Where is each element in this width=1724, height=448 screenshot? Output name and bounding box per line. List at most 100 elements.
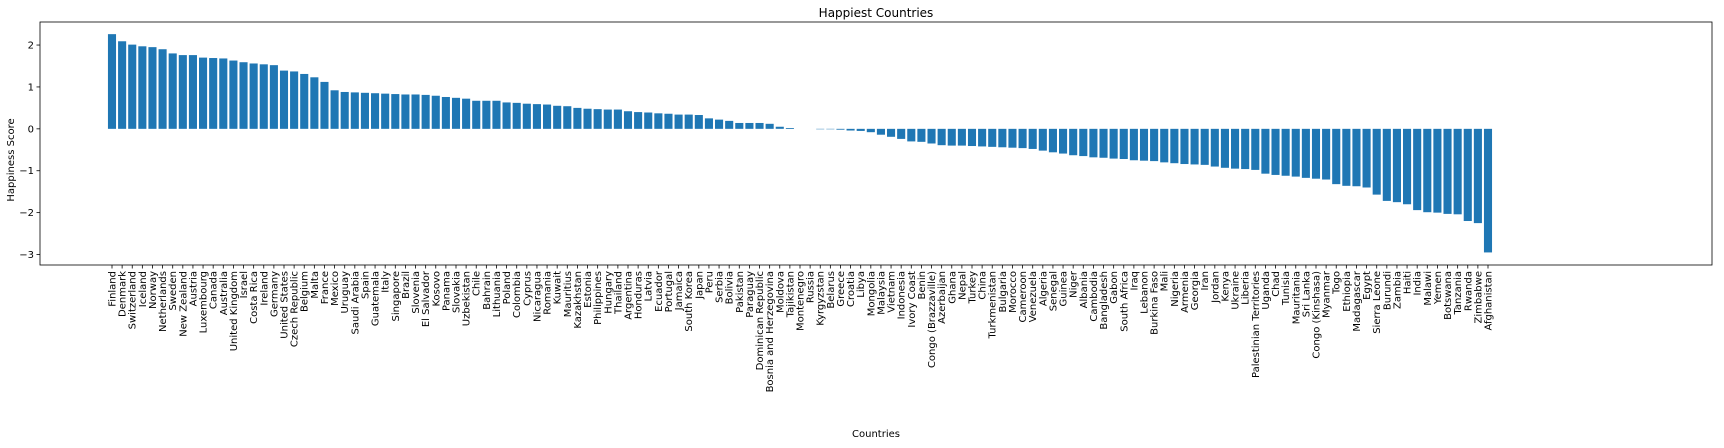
bar xyxy=(867,129,875,132)
bar xyxy=(148,47,156,129)
bar xyxy=(1413,129,1421,210)
bar xyxy=(533,104,541,129)
bar xyxy=(1150,129,1158,161)
bar xyxy=(978,129,986,147)
bar xyxy=(877,129,885,135)
bar xyxy=(1423,129,1431,212)
bar xyxy=(1292,129,1300,177)
bar xyxy=(1140,129,1148,161)
bar xyxy=(644,113,652,129)
bar xyxy=(179,55,187,129)
bar xyxy=(1261,129,1269,174)
bar xyxy=(776,127,784,129)
bar xyxy=(735,123,743,129)
bar xyxy=(1029,129,1037,149)
bar xyxy=(1120,129,1128,159)
bar xyxy=(1251,129,1259,170)
bar xyxy=(219,58,227,128)
bar xyxy=(938,129,946,145)
bar xyxy=(1099,129,1107,158)
bar xyxy=(725,121,733,129)
chart-title: Happiest Countries xyxy=(819,6,934,20)
bar xyxy=(1059,129,1067,154)
bar xyxy=(745,123,753,129)
bar xyxy=(1282,129,1290,176)
bar xyxy=(614,110,622,129)
bar xyxy=(624,111,632,129)
y-tick-label: −1 xyxy=(19,166,34,177)
bar xyxy=(1069,129,1077,155)
y-tick-label: 0 xyxy=(28,124,34,135)
bar xyxy=(604,110,612,129)
bar xyxy=(948,129,956,146)
bar xyxy=(1373,129,1381,195)
bar xyxy=(452,98,460,129)
bar xyxy=(422,95,430,129)
y-tick-label: 2 xyxy=(28,41,34,52)
bar xyxy=(1363,129,1371,188)
y-tick-label: −3 xyxy=(19,250,34,261)
bar xyxy=(1352,129,1360,186)
bar xyxy=(695,115,703,129)
bar xyxy=(1160,129,1168,163)
bar xyxy=(1170,129,1178,163)
bar xyxy=(583,109,591,129)
bar xyxy=(543,105,551,129)
bar xyxy=(836,129,844,130)
bar xyxy=(260,64,268,129)
bar xyxy=(513,103,521,129)
bar xyxy=(492,101,500,129)
bar xyxy=(988,129,996,147)
bar xyxy=(1474,129,1482,223)
bars-layer xyxy=(108,34,1492,252)
bar xyxy=(159,49,167,129)
bar xyxy=(1393,129,1401,202)
bar xyxy=(472,101,480,129)
bar xyxy=(169,53,177,128)
bar xyxy=(320,82,328,129)
bar xyxy=(108,34,116,129)
bar xyxy=(664,114,672,129)
bar xyxy=(968,129,976,146)
bar xyxy=(1019,129,1027,148)
bar xyxy=(300,74,308,129)
bar xyxy=(229,61,237,129)
bar xyxy=(199,58,207,129)
bar xyxy=(250,63,258,128)
bar xyxy=(361,93,369,129)
bar xyxy=(1089,129,1097,157)
bar xyxy=(917,129,925,142)
bar xyxy=(786,128,794,129)
bar xyxy=(1008,129,1016,148)
bar xyxy=(847,129,855,131)
bar xyxy=(705,118,713,128)
bar xyxy=(755,123,763,129)
bar xyxy=(1271,129,1279,175)
bar xyxy=(523,104,531,129)
bar xyxy=(1201,129,1209,165)
bar xyxy=(907,129,915,142)
bar xyxy=(482,101,490,129)
bar xyxy=(573,108,581,129)
bar xyxy=(189,55,197,129)
bar xyxy=(341,92,349,129)
x-tick-label: Afghanistan xyxy=(1484,271,1495,331)
bar xyxy=(1211,129,1219,167)
bar xyxy=(1484,129,1492,253)
bar xyxy=(371,93,379,129)
bar xyxy=(1302,129,1310,178)
bar xyxy=(209,58,217,129)
bar xyxy=(138,46,146,129)
bar xyxy=(553,106,561,129)
bar xyxy=(594,109,602,129)
bar xyxy=(351,92,359,128)
bar xyxy=(1443,129,1451,214)
bar xyxy=(563,106,571,129)
bar xyxy=(1403,129,1411,204)
bar xyxy=(715,120,723,129)
bar xyxy=(128,45,136,129)
bar xyxy=(331,90,339,129)
